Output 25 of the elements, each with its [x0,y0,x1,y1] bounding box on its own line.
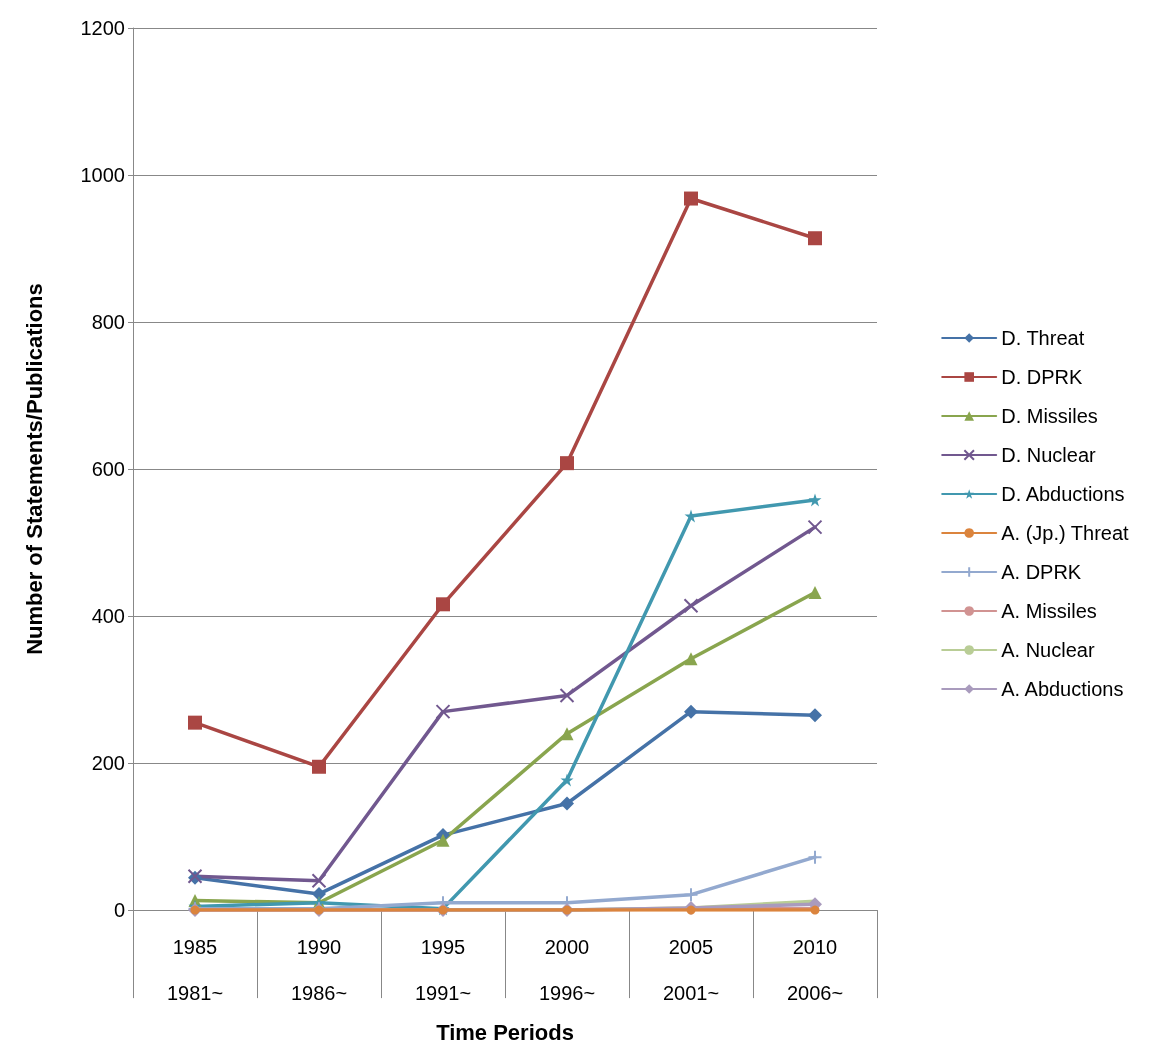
y-tick-label: 1000 [80,164,125,187]
legend-label: D. Threat [1001,327,1085,349]
y-tick-label: 400 [91,605,125,628]
y-tick-label: 1200 [80,17,125,39]
y-tick-label: 0 [113,899,125,922]
legend-label: D. Nuclear [1001,444,1096,466]
legend-label: A. Abductions [1001,678,1124,700]
category-label: 2005 2001~ [662,936,720,1005]
category-label: 1990 1986~ [290,936,348,1005]
y-tick-label: 200 [91,752,125,775]
legend-label: A. Missiles [1001,600,1097,622]
category-label: 2000 1996~ [538,936,596,1005]
legend-label: A. (Jp.) Threat [1001,522,1130,544]
legend-label: A. DPRK [1001,561,1082,583]
y-axis-title: Number of Statements/Publications [21,283,47,655]
legend-label: D. Missiles [1001,405,1098,427]
y-tick-label: 800 [91,311,125,334]
legend-label: A. Nuclear [1001,639,1095,661]
legend-label: D. DPRK [1001,366,1083,388]
x-axis-title: Time Periods [436,1019,574,1045]
category-label: 2010 2006~ [786,936,844,1005]
legend-label: D. Abductions [1001,483,1125,505]
category-label: 1985 1981~ [166,936,224,1005]
category-label: 1995 1991~ [414,936,472,1005]
y-tick-label: 600 [91,458,125,481]
